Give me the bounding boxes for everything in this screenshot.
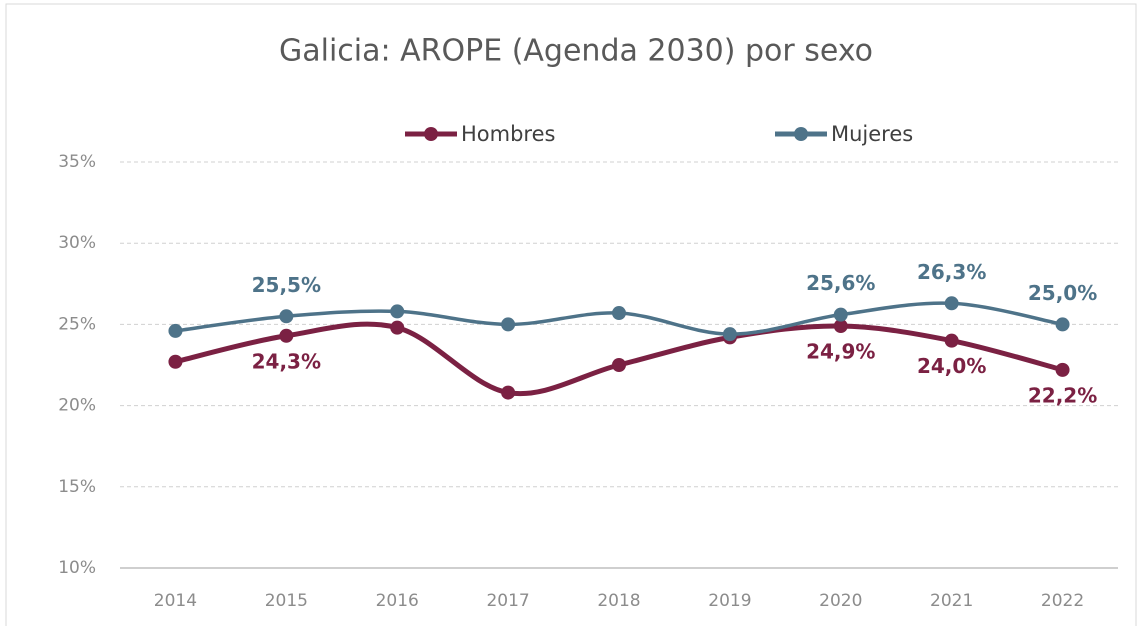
legend-marker	[424, 127, 438, 141]
point-marker	[168, 323, 183, 338]
legend-marker	[794, 127, 808, 141]
data-label: 26,3%	[917, 260, 986, 284]
x-tick-label: 2014	[154, 591, 197, 611]
point-marker	[390, 304, 405, 319]
point-marker	[612, 306, 626, 321]
point-marker	[501, 385, 516, 400]
data-label: 25,6%	[806, 271, 875, 295]
y-tick-label: 35%	[58, 152, 96, 172]
x-tick-label: 2021	[930, 591, 973, 611]
point-marker	[390, 320, 405, 335]
point-marker	[1055, 362, 1070, 377]
point-marker	[501, 317, 516, 332]
point-marker	[722, 327, 737, 342]
point-marker	[279, 328, 294, 343]
data-label: 22,2%	[1028, 383, 1097, 407]
point-marker	[612, 358, 626, 372]
data-label: 24,0%	[917, 354, 986, 378]
data-label: 24,3%	[252, 349, 321, 373]
chart-frame	[5, 3, 1137, 626]
point-marker	[1055, 317, 1070, 332]
y-tick-label: 25%	[58, 314, 96, 334]
point-marker	[833, 307, 848, 322]
x-tick-label: 2016	[376, 591, 419, 611]
x-tick-label: 2020	[819, 591, 862, 611]
x-tick-label: 2017	[486, 591, 529, 611]
point-marker	[833, 319, 848, 334]
y-tick-label: 10%	[58, 558, 96, 578]
chart-title: Galicia: AROPE (Agenda 2030) por sexo	[279, 34, 873, 69]
x-tick-label: 2015	[265, 591, 308, 611]
point-marker	[944, 296, 959, 311]
x-tick-label: 2019	[708, 591, 751, 611]
data-label: 25,5%	[252, 273, 321, 297]
point-marker	[944, 333, 959, 348]
y-tick-label: 15%	[58, 477, 96, 497]
point-marker	[168, 354, 183, 369]
data-label: 25,0%	[1028, 281, 1097, 305]
y-tick-label: 30%	[58, 233, 96, 253]
legend-label: Hombres	[461, 122, 555, 146]
x-tick-label: 2022	[1041, 591, 1084, 611]
x-tick-label: 2018	[597, 591, 640, 611]
y-tick-label: 20%	[58, 396, 96, 416]
legend-label: Mujeres	[831, 122, 913, 146]
point-marker	[279, 309, 294, 324]
data-label: 24,9%	[806, 340, 875, 364]
